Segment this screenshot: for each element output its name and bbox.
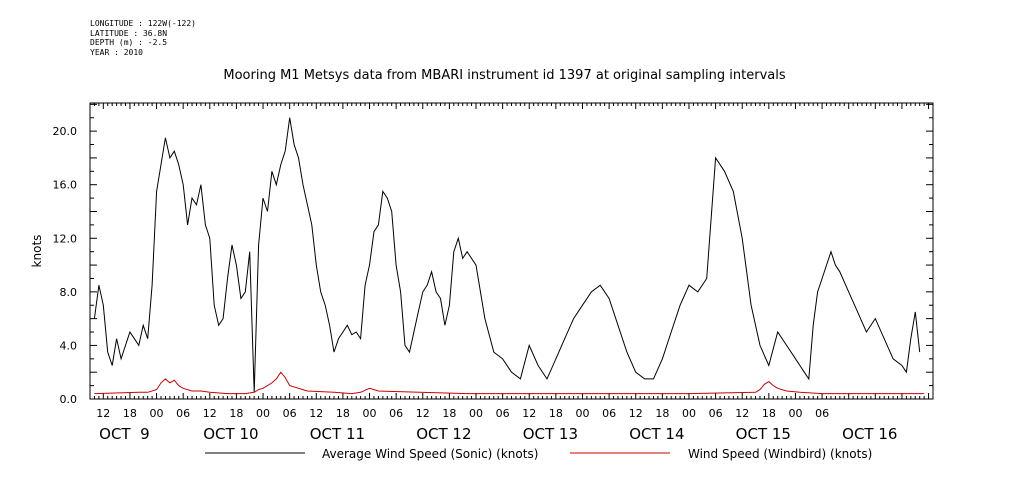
x-hour-labels: 12 18 00 06 12 18 00 06 12 18 00 06 12 18 00 06 12 18 00 06…: [96, 407, 829, 420]
x-hour-label: 06: [602, 407, 616, 420]
x-hour-label: 06: [176, 407, 190, 420]
x-day-label: OCT 14: [629, 425, 684, 443]
legend-label-sonic: Average Wind Speed (Sonic) (knots): [322, 447, 538, 461]
x-hour-label: 00: [682, 407, 696, 420]
legend: Average Wind Speed (Sonic) (knots) Wind …: [205, 447, 872, 461]
x-hour-label: 06: [709, 407, 723, 420]
x-hour-label: 06: [815, 407, 829, 420]
x-hour-label: 12: [522, 407, 536, 420]
x-day-label: OCT 16: [842, 425, 897, 443]
x-hour-label: 18: [123, 407, 137, 420]
series-windbird-line: [94, 371, 925, 395]
x-hour-label: 12: [629, 407, 643, 420]
metadata-block: LONGITUDE : 122W(-122) LATITUDE : 36.8N …: [90, 19, 196, 57]
x-hour-label: 00: [469, 407, 483, 420]
x-hour-label: 00: [363, 407, 377, 420]
x-day-label: OCT 9: [99, 425, 150, 443]
x-hour-label: 12: [309, 407, 323, 420]
plot-frame: [89, 102, 934, 400]
series-group: [93, 117, 925, 395]
x-hour-label: 18: [655, 407, 669, 420]
x-hour-label: 18: [549, 407, 563, 420]
legend-label-windbird: Wind Speed (Windbird) (knots): [688, 447, 872, 461]
x-hour-label: 00: [575, 407, 589, 420]
x-hour-label: 06: [283, 407, 297, 420]
y-tick-label: 8.0: [60, 286, 78, 299]
axis-ticks: [89, 103, 934, 400]
x-hour-label: 12: [735, 407, 749, 420]
x-day-label: OCT 13: [523, 425, 578, 443]
x-hour-label: 12: [203, 407, 217, 420]
x-hour-label: 00: [788, 407, 802, 420]
meta-longitude: LONGITUDE : 122W(-122): [90, 19, 196, 28]
y-tick-label: 20.0: [53, 125, 78, 138]
y-tick-label: 4.0: [60, 339, 78, 352]
series-sonic-line: [93, 117, 921, 393]
y-axis-label: knots: [30, 235, 44, 268]
x-hour-label: 18: [762, 407, 776, 420]
x-day-labels: OCT 9 OCT 10 OCT 11 OCT 12 OCT 13 OCT 14 OCT 1…: [99, 425, 897, 443]
y-tick-label: 12.0: [53, 232, 78, 245]
x-hour-label: 06: [496, 407, 510, 420]
x-hour-label: 12: [416, 407, 430, 420]
x-day-label: OCT 11: [310, 425, 365, 443]
meta-latitude: LATITUDE : 36.8N: [90, 28, 168, 38]
x-day-label: OCT 10: [203, 425, 258, 443]
y-tick-label: 0.0: [60, 393, 78, 406]
x-hour-label: 00: [150, 407, 164, 420]
x-hour-label: 12: [96, 407, 110, 420]
x-hour-label: 06: [389, 407, 403, 420]
x-day-label: OCT 15: [736, 425, 791, 443]
x-hour-label: 18: [229, 407, 243, 420]
x-hour-label: 18: [442, 407, 456, 420]
y-tick-label: 16.0: [53, 179, 78, 192]
meta-year: YEAR : 2010: [90, 47, 143, 57]
meta-depth: DEPTH (m) : -2.5: [90, 38, 168, 47]
y-tick-labels: 0.0 4.0 8.0 12.0 16.0 20.0: [53, 125, 78, 406]
chart-title: Mooring M1 Metsys data from MBARI instru…: [223, 68, 786, 83]
x-hour-label: 18: [336, 407, 350, 420]
x-day-label: OCT 12: [416, 425, 471, 443]
x-hour-label: 00: [256, 407, 270, 420]
